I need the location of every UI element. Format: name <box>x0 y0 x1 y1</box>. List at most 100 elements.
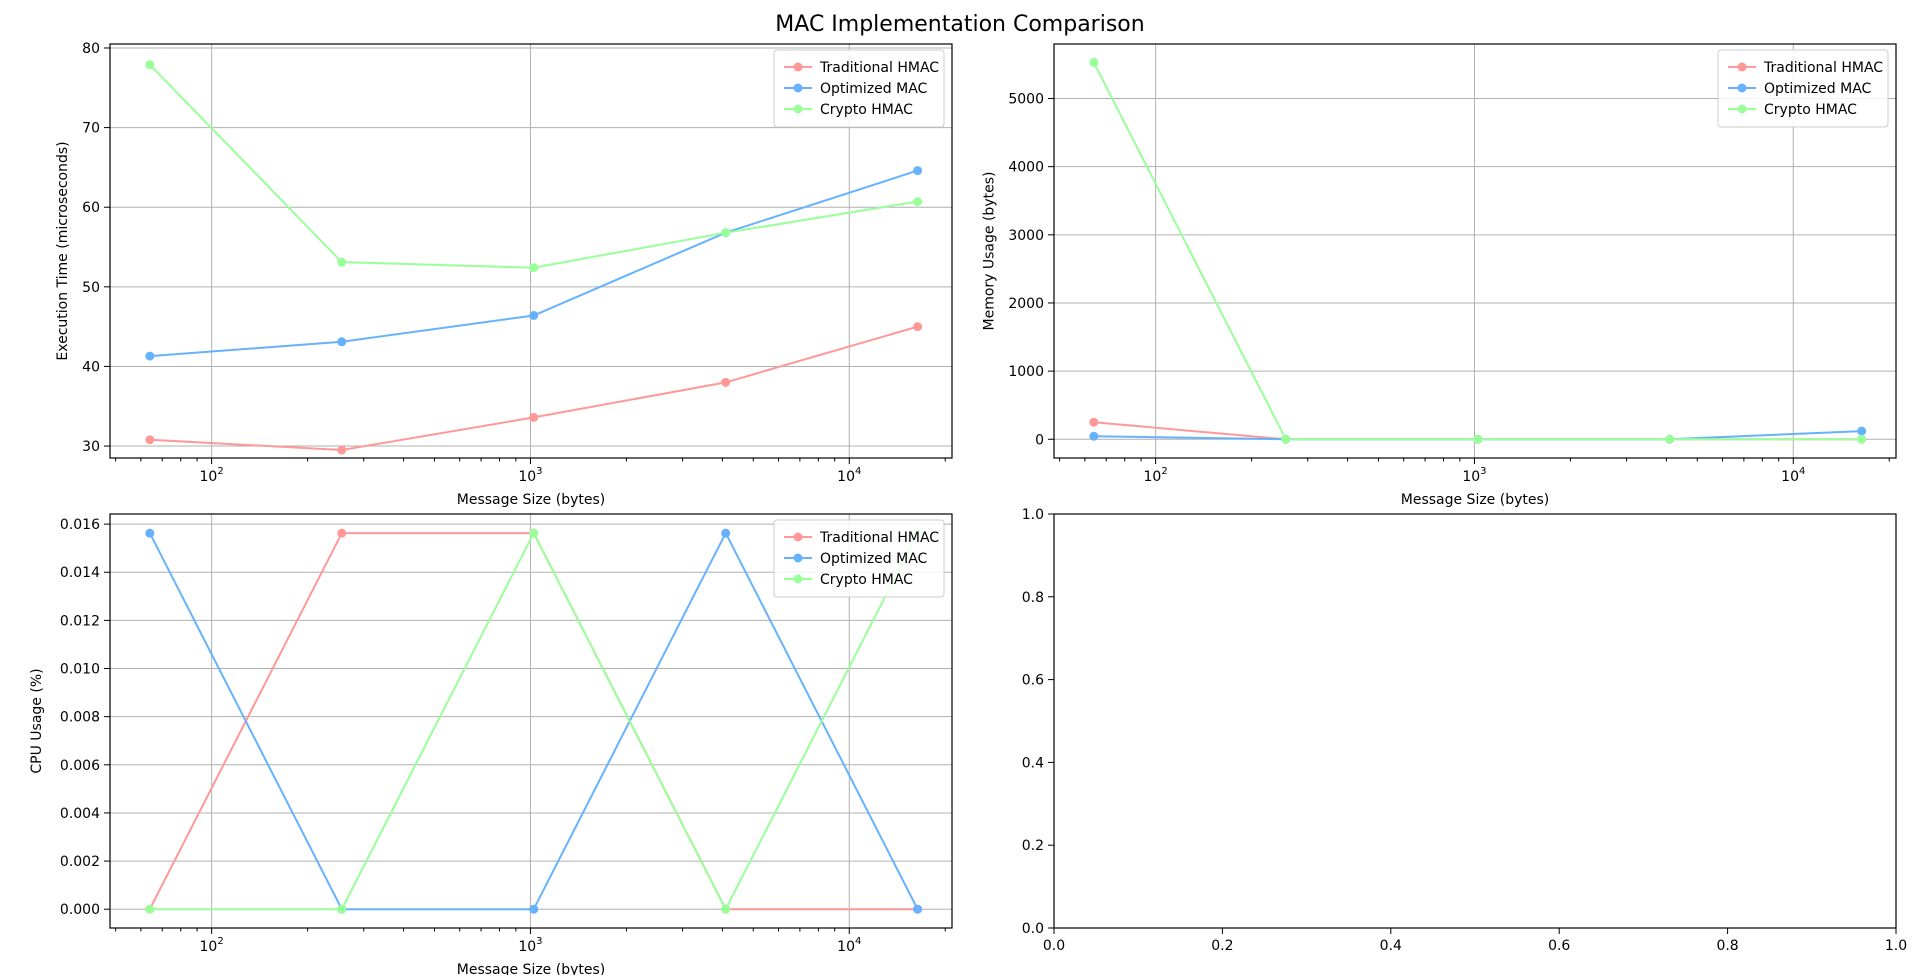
data-point <box>337 445 347 455</box>
legend-label: Traditional HMAC <box>819 60 939 76</box>
y-tick-label: 0.0 <box>1022 921 1044 937</box>
y-tick-label: 0.016 <box>60 517 100 533</box>
y-tick-label: 0.014 <box>60 565 100 581</box>
legend-label: Optimized MAC <box>820 81 928 97</box>
y-tick-label: 4000 <box>1008 160 1044 176</box>
y-tick-label: 0.000 <box>60 902 100 918</box>
y-tick-label: 80 <box>82 41 100 57</box>
x-tick-label: 104 <box>1781 466 1805 485</box>
y-tick-label: 1.0 <box>1022 507 1044 523</box>
x-tick-label: 102 <box>200 936 224 955</box>
legend: Traditional HMAC Optimized MAC Crypto HMAC <box>1717 49 1889 128</box>
y-tick-label: 2000 <box>1008 296 1044 312</box>
y-axis-label: Memory Usage (bytes) <box>982 172 998 331</box>
y-tick-label: 0.8 <box>1022 590 1044 606</box>
data-point <box>337 257 347 267</box>
x-tick-label: 0.6 <box>1548 938 1570 954</box>
data-point <box>1665 434 1675 444</box>
y-axis-label: Execution Time (microseconds) <box>55 141 71 360</box>
data-point <box>721 377 731 387</box>
data-point <box>337 528 347 538</box>
x-tick-label: 0.0 <box>1043 938 1065 954</box>
x-tick-label: 0.4 <box>1380 938 1402 954</box>
legend-label: Optimized MAC <box>1764 81 1872 97</box>
data-point <box>1857 426 1867 436</box>
data-point <box>337 904 347 914</box>
data-point <box>721 528 731 538</box>
x-tick-label: 103 <box>518 936 542 955</box>
x-tick-label: 0.8 <box>1716 938 1738 954</box>
y-tick-label: 50 <box>82 280 100 296</box>
y-tick-label: 0.006 <box>60 758 100 774</box>
legend-marker <box>793 532 803 542</box>
y-tick-label: 30 <box>82 439 100 455</box>
legend-label: Crypto HMAC <box>820 102 913 118</box>
legend-box <box>773 519 945 598</box>
data-point <box>529 412 539 422</box>
data-point <box>1473 434 1483 444</box>
legend-marker <box>793 553 803 563</box>
x-tick-label: 102 <box>200 466 224 485</box>
x-tick-label: 1.0 <box>1885 938 1907 954</box>
chart-cpu: 102 103 104 0.000 0.002 0.004 0.006 0.008 0.010 0… <box>29 513 953 978</box>
y-tick-label: 5000 <box>1008 92 1044 108</box>
x-tick-label: 103 <box>1462 466 1486 485</box>
y-axis-label: CPU Usage (%) <box>29 668 45 773</box>
axes-frame <box>109 513 953 929</box>
y-tick-label: 0.002 <box>60 854 100 870</box>
y-tick-label: 0.004 <box>60 806 100 822</box>
x-tick-label: 104 <box>837 466 861 485</box>
data-point <box>721 904 731 914</box>
series-line <box>149 325 918 452</box>
legend-marker <box>793 62 803 72</box>
axes-frame <box>1053 43 1897 459</box>
data-point <box>145 528 155 538</box>
y-tick-label: 1000 <box>1008 364 1044 380</box>
data-point <box>1857 434 1867 444</box>
x-axis-label: Message Size (bytes) <box>457 962 606 975</box>
legend-label: Traditional HMAC <box>819 530 939 546</box>
y-tick-label: 0.4 <box>1022 755 1044 771</box>
data-point <box>1089 57 1099 67</box>
legend-marker <box>793 574 803 584</box>
data-point <box>913 197 923 207</box>
chart-empty: 0.0 0.2 0.4 0.6 0.8 1.0 0.0 0.2 0.4 0.6 0.8 1.0 <box>1022 507 1907 954</box>
y-tick-label: 0.008 <box>60 710 100 726</box>
y-tick-label: 70 <box>82 121 100 137</box>
y-tick-label: 0 <box>1035 432 1044 448</box>
legend-label: Crypto HMAC <box>820 572 913 588</box>
axes-frame <box>109 43 953 459</box>
y-tick-label: 60 <box>82 200 100 216</box>
x-tick-label: 103 <box>518 466 542 485</box>
data-point <box>913 904 923 914</box>
legend-label: Optimized MAC <box>820 551 928 567</box>
legend: Traditional HMAC Optimized MAC Crypto HMAC <box>773 519 945 598</box>
legend-marker <box>1737 83 1747 93</box>
data-point <box>1089 431 1099 441</box>
data-point <box>1281 434 1291 444</box>
data-point <box>145 904 155 914</box>
data-point <box>529 528 539 538</box>
legend-box <box>1717 49 1889 128</box>
data-point <box>721 228 731 238</box>
legend-marker <box>793 104 803 114</box>
legend-marker <box>1737 104 1747 114</box>
figure-title: MAC Implementation Comparison <box>775 12 1145 37</box>
chart-mem: 102 103 104 0 1000 2000 3000 4000 5000 Message Si… <box>982 43 1897 508</box>
legend-label: Crypto HMAC <box>1764 102 1857 118</box>
legend-label: Traditional HMAC <box>1763 60 1883 76</box>
legend-marker <box>1737 62 1747 72</box>
legend-marker <box>793 83 803 93</box>
x-axis-label: Message Size (bytes) <box>457 492 606 508</box>
data-point <box>1089 417 1099 427</box>
data-point <box>529 904 539 914</box>
data-point <box>529 263 539 273</box>
x-tick-label: 104 <box>837 936 861 955</box>
chart-exec: 102 103 104 30 40 50 60 70 80 Message Size (bytes… <box>55 41 953 508</box>
x-axis-label: Message Size (bytes) <box>1401 492 1550 508</box>
data-point <box>913 322 923 332</box>
legend: Traditional HMAC Optimized MAC Crypto HMAC <box>773 49 945 128</box>
axes-frame <box>1053 513 1897 929</box>
